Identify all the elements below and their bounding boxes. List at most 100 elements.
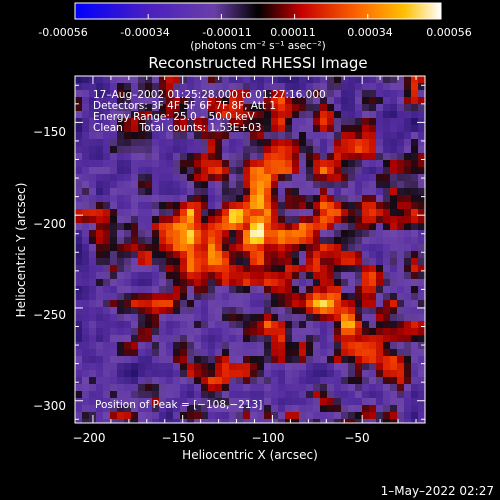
heatmap-cell: [397, 230, 405, 238]
heatmap-cell: [257, 111, 265, 119]
footer-timestamp: 1–May–2022 02:27: [381, 484, 494, 498]
heatmap-cell: [271, 216, 279, 224]
heatmap-cell: [278, 111, 286, 119]
heatmap-cell: [250, 419, 258, 423]
heatmap-cell: [257, 174, 265, 182]
heatmap-cell: [82, 405, 90, 413]
heatmap-cell: [299, 195, 307, 203]
heatmap-cell: [208, 97, 216, 105]
heatmap-cell: [222, 90, 230, 98]
heatmap-cell: [313, 83, 321, 91]
heatmap-cell: [257, 405, 265, 413]
heatmap-cell: [299, 349, 307, 357]
heatmap-cell: [327, 167, 335, 175]
heatmap-cell: [124, 139, 132, 147]
heatmap-cell: [292, 363, 300, 371]
heatmap-cell: [362, 356, 370, 364]
heatmap-cell: [236, 188, 244, 196]
heatmap-cell: [292, 118, 300, 126]
heatmap-cell: [411, 328, 419, 336]
heatmap-cell: [306, 237, 314, 245]
heatmap-cell: [110, 377, 118, 385]
heatmap-cell: [257, 167, 265, 175]
heatmap-cell: [285, 307, 293, 315]
heatmap-cell: [215, 174, 223, 182]
heatmap-cell: [411, 118, 419, 126]
heatmap-cell: [257, 153, 265, 161]
heatmap-cell: [89, 335, 97, 343]
plot-axes: [75, 76, 425, 423]
heatmap-cell: [327, 251, 335, 259]
heatmap-cell: [250, 132, 258, 140]
heatmap-cell: [264, 272, 272, 280]
heatmap-cell: [271, 307, 279, 315]
y-tick-label-2: −250: [33, 308, 66, 322]
heatmap-cell: [236, 244, 244, 252]
heatmap-cell: [243, 412, 251, 420]
heatmap-cell: [201, 146, 209, 154]
heatmap-cell: [131, 342, 139, 350]
heatmap-cell: [348, 279, 356, 287]
heatmap-cell: [264, 139, 272, 147]
heatmap-cell: [278, 405, 286, 413]
heatmap-cell: [124, 398, 132, 406]
heatmap-cell: [292, 321, 300, 329]
heatmap-cell: [369, 237, 377, 245]
heatmap-cell: [341, 90, 349, 98]
heatmap-cell: [138, 356, 146, 364]
heatmap-cell: [313, 160, 321, 168]
heatmap-cell: [320, 118, 328, 126]
heatmap-cell: [404, 286, 412, 294]
heatmap-cell: [138, 363, 146, 371]
heatmap-cell: [299, 412, 307, 420]
heatmap-cell: [306, 111, 314, 119]
heatmap-cell: [243, 174, 251, 182]
heatmap-cell: [173, 181, 181, 189]
heatmap-cell: [110, 286, 118, 294]
heatmap-cell: [278, 104, 286, 112]
heatmap-cell: [313, 223, 321, 231]
heatmap-cell: [103, 279, 111, 287]
heatmap-cell: [264, 125, 272, 133]
heatmap-cell: [411, 258, 419, 266]
heatmap-cell: [173, 118, 181, 126]
heatmap-cell: [355, 307, 363, 315]
heatmap-cell: [131, 328, 139, 336]
heatmap-cell: [166, 132, 174, 140]
heatmap-cell: [166, 419, 174, 423]
heatmap-cell: [313, 412, 321, 420]
heatmap-cell: [236, 181, 244, 189]
heatmap-cell: [334, 125, 342, 133]
heatmap-cell: [152, 76, 160, 84]
heatmap-cell: [166, 307, 174, 315]
heatmap-cell: [411, 139, 419, 147]
heatmap-cell: [390, 118, 398, 126]
heatmap-cell: [404, 314, 412, 322]
heatmap-cell: [75, 377, 83, 385]
heatmap-cell: [376, 216, 384, 224]
heatmap-cell: [194, 83, 202, 91]
heatmap-cell: [264, 293, 272, 301]
heatmap-cell: [131, 195, 139, 203]
heatmap-cell: [362, 398, 370, 406]
heatmap-cell: [103, 405, 111, 413]
heatmap-cell: [320, 160, 328, 168]
heatmap-cell: [82, 104, 90, 112]
heatmap-cell: [103, 83, 111, 91]
heatmap-cell: [138, 412, 146, 420]
heatmap-cell: [320, 97, 328, 105]
heatmap-cell: [110, 307, 118, 315]
heatmap-cell: [320, 132, 328, 140]
heatmap-cell: [278, 307, 286, 315]
heatmap-cell: [383, 370, 391, 378]
heatmap-cell: [75, 90, 83, 98]
heatmap-cell: [299, 307, 307, 315]
heatmap-cell: [243, 363, 251, 371]
heatmap-cell: [390, 174, 398, 182]
heatmap-cell: [145, 279, 153, 287]
heatmap-cell: [124, 307, 132, 315]
heatmap-cell: [75, 370, 83, 378]
heatmap-cell: [166, 230, 174, 238]
heatmap-cell: [278, 328, 286, 336]
heatmap-cell: [145, 265, 153, 273]
